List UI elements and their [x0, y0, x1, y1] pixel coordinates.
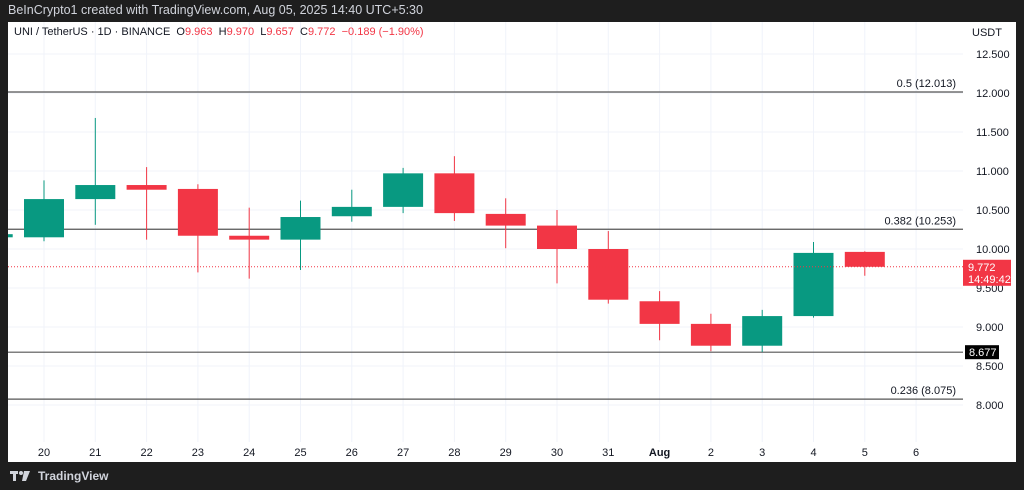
candle-body — [75, 185, 116, 200]
y-tick-label: 11.000 — [976, 166, 1009, 178]
x-tick-label: 26 — [346, 447, 358, 459]
y-tick-label: 10.500 — [976, 205, 1010, 217]
close-label: C — [300, 26, 308, 38]
y-tick-label: 10.000 — [976, 244, 1010, 256]
x-tick-label: 29 — [500, 447, 512, 459]
candle-body — [383, 173, 424, 207]
x-tick-label: 23 — [192, 447, 204, 459]
brand-name: TradingView — [38, 469, 109, 483]
y-tick-label: 8.000 — [976, 400, 1004, 412]
fib-level-label: 0.236 (8.075) — [891, 385, 956, 397]
chart-area[interactable]: 12.500 12.000 11.500 11.000 10.500 10.000 9.50… — [0, 22, 1016, 462]
candle-body — [24, 199, 64, 238]
candle-body — [844, 251, 885, 267]
open-value: 9.963 — [184, 26, 213, 38]
x-tick-label: 30 — [551, 447, 563, 459]
candle-body — [742, 316, 783, 346]
candle-body — [280, 217, 321, 240]
x-tick-label: 31 — [602, 447, 614, 459]
candle-body — [0, 234, 13, 238]
attribution: BeInCrypto1 created with TradingView.com… — [8, 3, 423, 17]
x-tick-label: 21 — [89, 447, 101, 459]
symbol-label: UNI / TetherUS · 1D · BINANCE — [14, 26, 171, 38]
y-tick-label: 8.500 — [976, 361, 1004, 373]
low-label: L — [260, 26, 267, 38]
open-label: O — [176, 26, 185, 38]
x-tick-label: 20 — [38, 447, 50, 459]
tradingview-logo: TradingView — [10, 469, 108, 483]
x-tick-label: 2 — [708, 447, 714, 459]
candle-body — [177, 188, 218, 236]
candle-body — [485, 213, 526, 226]
x-tick-label: 22 — [140, 447, 152, 459]
high-label: H — [218, 26, 227, 38]
x-tick-label: 5 — [862, 447, 868, 459]
y-tick-label: 12.500 — [976, 49, 1010, 61]
close-value: 9.772 — [307, 26, 336, 38]
currency-label: USDT — [972, 27, 1002, 39]
candlestick-chart[interactable]: 12.500 12.000 11.500 11.000 10.500 10.000 9.50… — [0, 22, 1016, 462]
countdown-label: 14:49:42 — [968, 274, 1011, 286]
x-tick-label: 24 — [243, 447, 255, 459]
candle-body — [639, 301, 680, 324]
y-tick-label: 12.000 — [976, 88, 1010, 100]
x-tick-label: 27 — [397, 447, 409, 459]
candle-body — [690, 323, 731, 346]
price-marker-bg — [965, 345, 999, 360]
y-tick-label: 9.000 — [976, 322, 1004, 334]
symbol-legend: UNI / TetherUS · 1D · BINANCE O9.963 H9.… — [14, 26, 424, 38]
high-value: 9.970 — [226, 26, 255, 38]
fib-level-label: 0.382 (10.253) — [884, 215, 956, 227]
tradingview-logo-icon — [10, 471, 30, 481]
candle-body — [126, 185, 167, 190]
candle-body — [229, 235, 270, 240]
y-tick-label: 11.500 — [976, 127, 1009, 139]
candle-body — [588, 249, 629, 300]
x-tick-label: 25 — [294, 447, 306, 459]
change-value: −0.189 (−1.90%) — [341, 26, 424, 38]
candle-body — [537, 225, 577, 249]
y-tick-label: 9.500 — [976, 283, 1004, 295]
x-tick-label: 3 — [759, 447, 765, 459]
last-price-label: 9.772 — [968, 262, 996, 274]
last-price-bg — [963, 259, 1011, 286]
x-tick-label: 6 — [913, 447, 919, 459]
low-value: 9.657 — [266, 26, 294, 38]
x-tick-label: 28 — [448, 447, 460, 459]
x-tick-label: Aug — [649, 447, 670, 459]
candle-body — [793, 252, 834, 317]
candle-body — [331, 206, 372, 217]
candle-body — [434, 173, 475, 214]
price-marker-label: 8.677 — [969, 347, 997, 359]
fib-level-label: 0.5 (12.013) — [897, 78, 956, 90]
x-tick-label: 4 — [810, 447, 816, 459]
